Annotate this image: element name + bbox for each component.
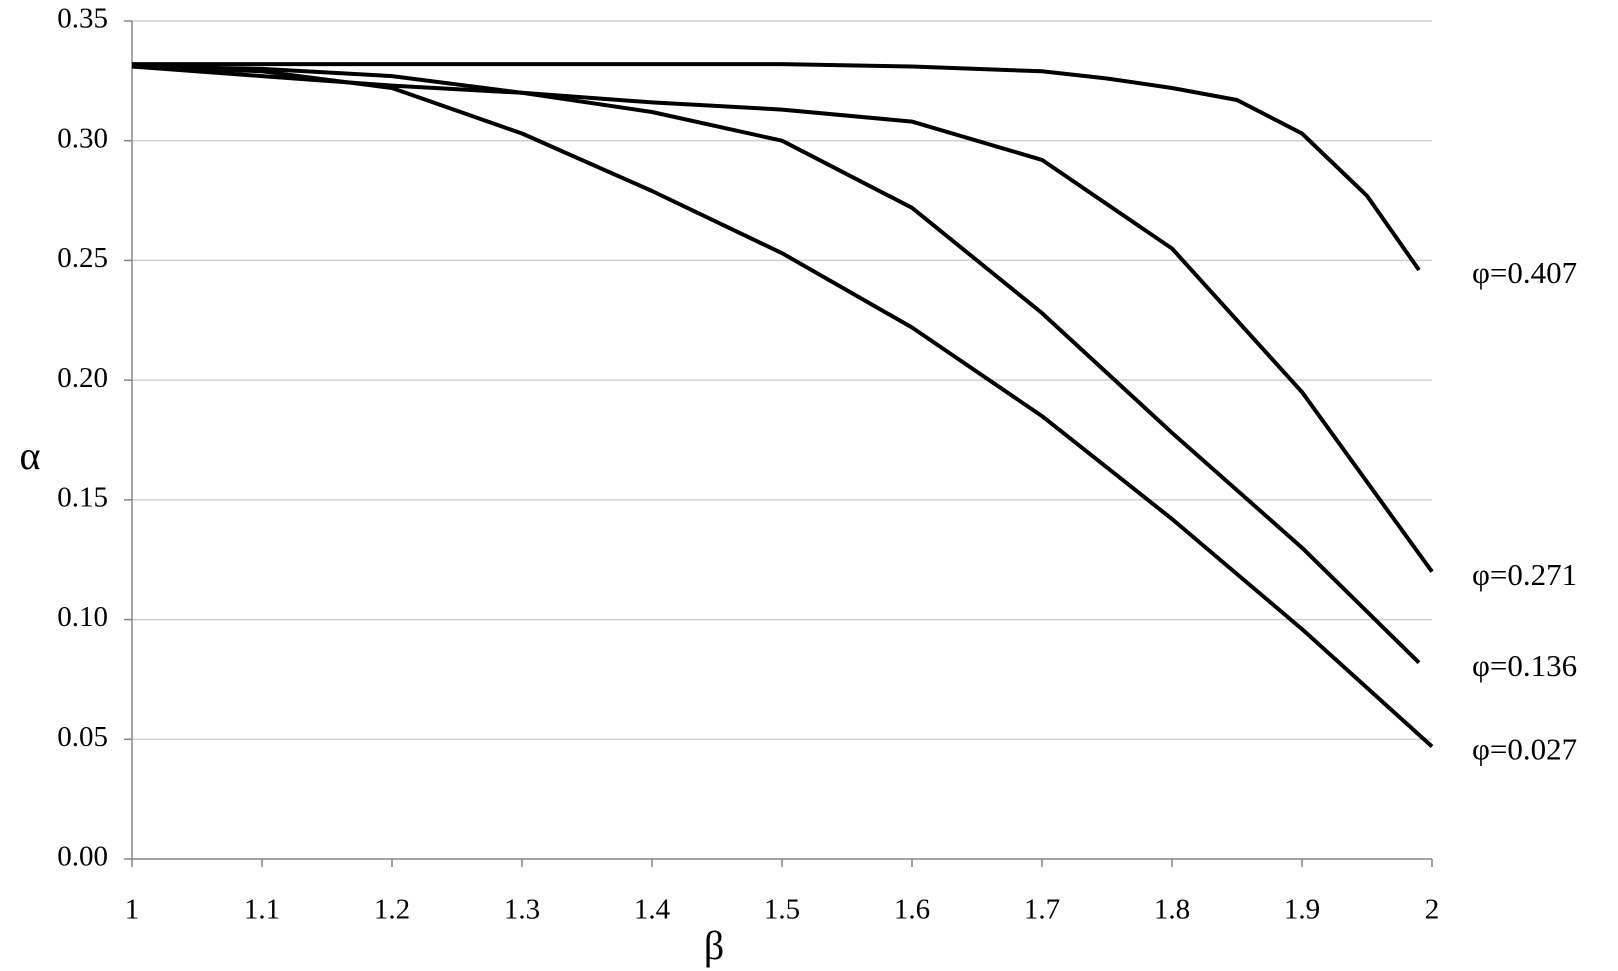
y-tick-label: 0.00	[57, 841, 108, 873]
x-tick-label: 1.7	[1024, 894, 1060, 926]
line	[131, 64, 1421, 665]
x-tick-label: 1.6	[894, 894, 930, 926]
y-tick-label: 0.20	[57, 362, 108, 394]
x-tick-label: 1.1	[244, 894, 280, 926]
y-tick-label: 0.25	[57, 242, 108, 274]
series-label: φ=0.136	[1472, 648, 1577, 683]
line	[132, 62, 1421, 272]
y-tick-label: 0.15	[57, 482, 108, 514]
x-tick-label: 1.2	[374, 894, 410, 926]
x-axis-label: β	[704, 923, 724, 968]
y-tick-label: 0.05	[57, 721, 108, 753]
x-tick-label: 2	[1425, 894, 1440, 926]
series-label: φ=0.407	[1472, 255, 1577, 290]
y-tick-label: 0.35	[57, 3, 108, 35]
x-tick-label: 1.3	[504, 894, 540, 926]
y-tick-label: 0.10	[57, 601, 108, 633]
x-tick-label: 1.8	[1154, 894, 1190, 926]
series-label: φ=0.027	[1472, 732, 1577, 767]
y-axis-label: α	[20, 433, 41, 478]
x-tick-label: 1.9	[1284, 894, 1320, 926]
series-label: φ=0.271	[1472, 557, 1577, 592]
line	[131, 64, 1434, 748]
x-tick-label: 1.5	[764, 894, 800, 926]
y-tick-label: 0.30	[57, 122, 108, 154]
x-tick-label: 1.4	[634, 894, 671, 926]
x-tick-label: 1	[125, 894, 140, 926]
